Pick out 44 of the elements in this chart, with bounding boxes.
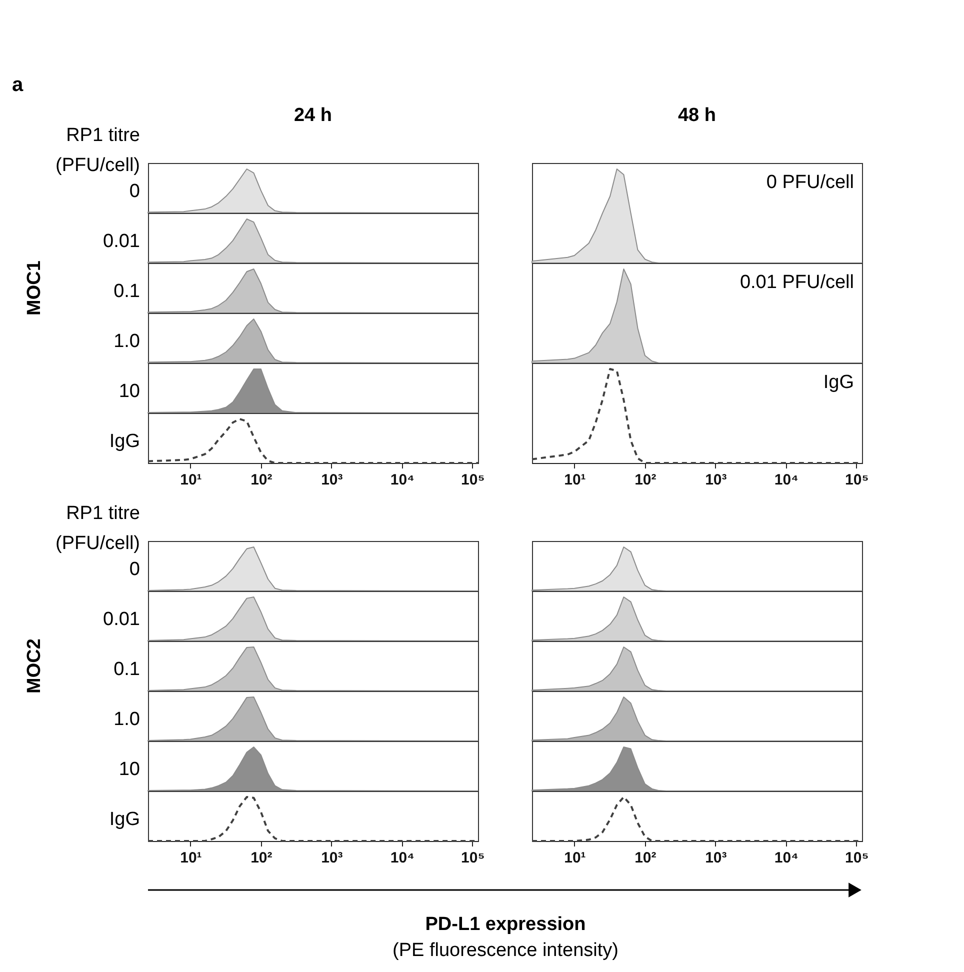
x-tick-label: 10² xyxy=(634,472,656,488)
x-tick-label: 10³ xyxy=(321,472,343,488)
series-label: IgG xyxy=(109,809,140,830)
x-tick-label: 10⁵ xyxy=(845,850,869,866)
x-tick-label: 10⁴ xyxy=(774,850,798,866)
x-tick-label: 10⁴ xyxy=(390,850,414,866)
x-tick-label: 10⁴ xyxy=(774,472,798,488)
x-tick-label: 10¹ xyxy=(180,850,202,866)
series-label: 1.0 xyxy=(114,331,140,352)
text: IgG xyxy=(823,372,854,393)
x-tick-label: 10⁵ xyxy=(461,472,485,488)
x-tick-label: 10¹ xyxy=(180,472,202,488)
x-tick-label: 10² xyxy=(250,472,272,488)
text: (PE fluorescence intensity) xyxy=(392,940,618,961)
y-axis-title: MOC2 xyxy=(24,638,45,694)
legend-title: RP1 titre (PFU/cell) xyxy=(56,503,140,554)
y-axis-title: MOC1 xyxy=(24,260,45,316)
chart-title: 24 h xyxy=(294,105,332,126)
x-tick-label: 10⁵ xyxy=(845,472,869,488)
series-label: 0 xyxy=(129,559,140,580)
series-label: 0.1 xyxy=(114,281,140,302)
chart-title: 48 h xyxy=(678,105,716,126)
text: 0 PFU/cell xyxy=(766,172,854,193)
series-label: 0.1 xyxy=(114,659,140,680)
series-label: 0.01 xyxy=(103,231,140,252)
series-label: IgG xyxy=(109,431,140,452)
legend-title: RP1 titre (PFU/cell) xyxy=(56,125,140,176)
text: a xyxy=(12,74,24,96)
x-axis-title: PD-L1 expression xyxy=(425,914,586,935)
x-tick-label: 10² xyxy=(250,850,272,866)
x-tick-label: 10³ xyxy=(705,850,727,866)
x-tick-label: 10³ xyxy=(321,850,343,866)
series-label: 1.0 xyxy=(114,709,140,730)
series-label: 0.01 xyxy=(103,609,140,630)
x-tick-label: 10² xyxy=(634,850,656,866)
text: 0.01 PFU/cell xyxy=(740,272,854,293)
x-tick-label: 10³ xyxy=(705,472,727,488)
series-label: 10 xyxy=(118,381,140,402)
series-label: 10 xyxy=(118,759,140,780)
x-tick-label: 10¹ xyxy=(564,850,586,866)
x-tick-label: 10¹ xyxy=(564,472,586,488)
x-tick-label: 10⁴ xyxy=(390,472,414,488)
x-tick-label: 10⁵ xyxy=(461,850,485,866)
series-label: 0 xyxy=(129,181,140,202)
